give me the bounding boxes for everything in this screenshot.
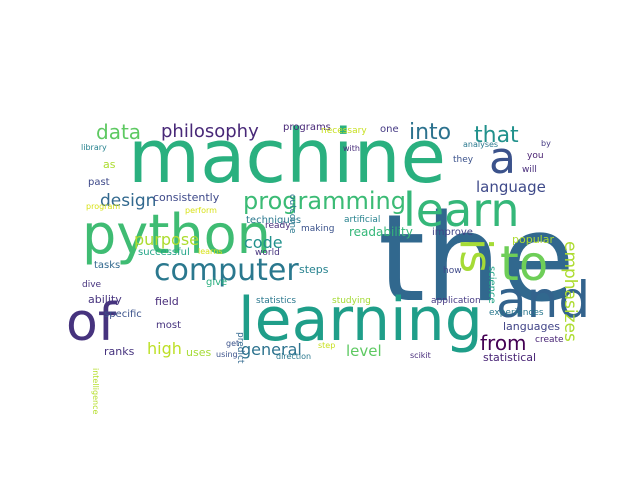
cloud-word: data [96, 120, 141, 144]
cloud-word: ability [88, 293, 122, 306]
cloud-word: learn [403, 183, 520, 237]
cloud-word: into [409, 120, 451, 145]
cloud-word: dive [82, 280, 102, 290]
cloud-word: improve [432, 227, 473, 238]
cloud-word: step [318, 341, 335, 350]
cloud-word: program [86, 202, 120, 211]
cloud-word: steps [299, 263, 329, 276]
cloud-word: one [380, 124, 399, 135]
cloud-word: with [343, 144, 360, 153]
cloud-word: statistical [483, 351, 536, 364]
cloud-word: that [474, 123, 519, 148]
cloud-word: how [443, 266, 462, 276]
cloud-word: using [216, 350, 238, 359]
cloud-word: intelligence [91, 368, 100, 414]
cloud-word: specific [104, 309, 142, 320]
cloud-word: by [541, 139, 551, 148]
cloud-word: predict [235, 332, 245, 364]
cloud-word: direction [276, 352, 311, 361]
cloud-word: of [66, 293, 118, 353]
cloud-word: design [100, 191, 156, 211]
cloud-word: scikit [410, 351, 431, 360]
cloud-word: languages [503, 320, 560, 333]
cloud-word: artificial [344, 215, 380, 225]
cloud-word: studying [332, 296, 371, 306]
cloud-word: will [522, 165, 537, 175]
cloud-word: past [88, 177, 110, 188]
cloud-word: ready [265, 221, 291, 231]
cloud-word: popular [512, 233, 554, 246]
cloud-word: language [476, 178, 546, 196]
cloud-word: world [255, 248, 280, 258]
cloud-word: perform [185, 206, 217, 215]
cloud-word: statistics [256, 296, 296, 306]
cloud-word: techniques [246, 215, 301, 226]
cloud-word: get [226, 339, 239, 348]
cloud-word: code [244, 233, 283, 252]
cloud-word: python [82, 203, 271, 266]
cloud-word: programming [243, 187, 406, 215]
cloud-word: a [489, 133, 516, 184]
cloud-word: necessary [321, 126, 367, 136]
cloud-word: learns [198, 247, 222, 256]
cloud-word: making [301, 224, 334, 234]
cloud-word: outcome [287, 194, 297, 234]
cloud-word: the [378, 190, 575, 329]
cloud-word: high [147, 339, 182, 358]
cloud-word: application [431, 296, 481, 306]
cloud-word: computer [154, 253, 299, 288]
cloud-word: as [103, 158, 116, 171]
cloud-word: most [156, 320, 181, 331]
cloud-word: uses [186, 346, 211, 359]
cloud-word: purpose [134, 230, 199, 249]
cloud-word: is [450, 238, 501, 273]
cloud-word: experiences [489, 308, 544, 318]
cloud-word: field [155, 295, 179, 308]
cloud-word: tasks [94, 260, 120, 271]
cloud-word: science [486, 266, 497, 304]
cloud-word: programs [283, 122, 331, 133]
cloud-word: readability [349, 225, 413, 239]
cloud-word: learning [238, 285, 483, 355]
cloud-word: level [346, 342, 382, 360]
cloud-word: emphasizes [560, 241, 580, 342]
cloud-word: and [496, 271, 590, 329]
cloud-word: give [206, 277, 227, 288]
cloud-word: consistently [153, 191, 220, 204]
cloud-word: from [480, 331, 527, 355]
cloud-word: successful [138, 247, 190, 258]
cloud-word: you [527, 151, 544, 161]
cloud-word: to [500, 236, 548, 292]
cloud-word: philosophy [161, 121, 259, 142]
cloud-word: create [535, 335, 564, 345]
cloud-word: analyses [463, 140, 498, 149]
cloud-word: ranks [104, 345, 135, 358]
cloud-word: library [81, 143, 107, 152]
cloud-word: machine [128, 114, 446, 200]
cloud-word: they [453, 155, 474, 165]
cloud-word: general [241, 340, 302, 359]
